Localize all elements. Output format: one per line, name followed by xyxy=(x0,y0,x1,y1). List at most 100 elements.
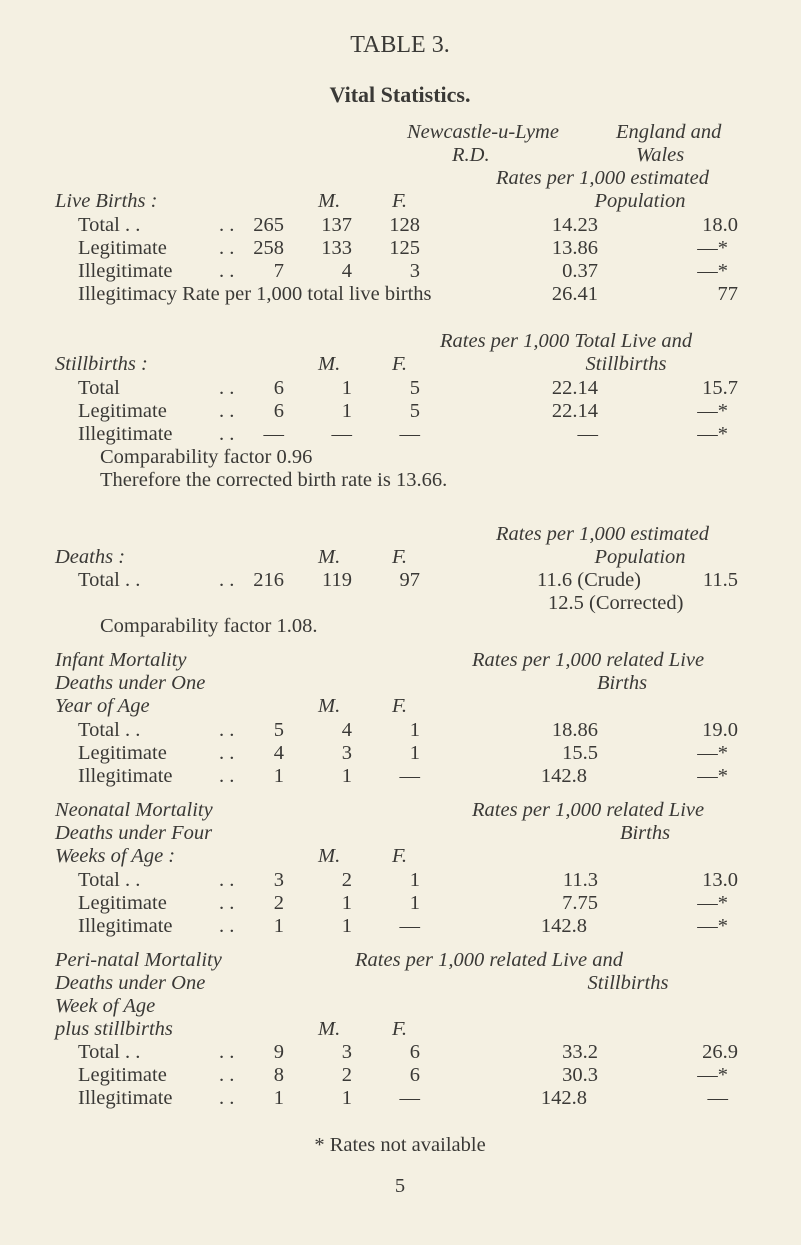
row-total: 1 xyxy=(273,1087,284,1109)
row-label: Total . . xyxy=(78,1041,141,1063)
leader-dots: . . xyxy=(219,423,235,445)
row-label: Total . . xyxy=(78,719,141,741)
row-england-wales: —* xyxy=(697,400,728,422)
row-total: — xyxy=(263,423,285,445)
rate-header-2: Births xyxy=(596,672,648,694)
leader-dots: . . xyxy=(219,569,235,591)
row-label: Legitimate xyxy=(78,237,167,259)
illegitimacy-label: Illegitimacy Rate per 1,000 total live b… xyxy=(78,283,432,305)
section-heading: Deaths under One xyxy=(55,972,206,994)
area1-header: Newcastle-u-Lyme xyxy=(407,121,559,143)
female-header: F. xyxy=(392,695,408,717)
row-total: 7 xyxy=(273,260,284,282)
leader-dots: . . xyxy=(219,214,235,236)
comparability-factor: Comparability factor 0.96 xyxy=(100,446,313,468)
row-total: 5 xyxy=(273,719,284,741)
page-number: 5 xyxy=(394,1175,406,1197)
section-heading: Year of Age xyxy=(55,695,150,717)
illegitimacy-rate: 26.41 xyxy=(551,283,598,305)
row-england-wales: —* xyxy=(697,1064,728,1086)
rate-header-2: Population xyxy=(594,546,686,568)
row-female: 5 xyxy=(409,377,420,399)
leader-dots: . . xyxy=(219,742,235,764)
row-label: Illegitimate xyxy=(78,423,173,445)
male-header: M. xyxy=(318,190,341,212)
section-heading: plus stillbirths xyxy=(55,1018,173,1040)
footnote: * Rates not available xyxy=(314,1134,486,1156)
row-england-wales: 26.9 xyxy=(702,1041,738,1063)
rate-header: Rates per 1,000 estimated xyxy=(496,167,709,189)
row-total: 6 xyxy=(273,400,284,422)
row-rate: 30.3 xyxy=(562,1064,598,1086)
row-england-wales: —* xyxy=(697,765,728,787)
row-rate: 142.8 xyxy=(540,915,587,937)
rate-header-2: Stillbirths xyxy=(585,353,667,375)
female-header: F. xyxy=(392,190,408,212)
row-male: 1 xyxy=(341,892,352,914)
table-number: TABLE 3. xyxy=(350,32,450,58)
row-rate: — xyxy=(577,423,599,445)
row-label: Total . . xyxy=(78,869,141,891)
row-label: Illegitimate xyxy=(78,1087,173,1109)
rate-header: Rates per 1,000 related Live and xyxy=(355,949,623,971)
row-england-wales: — xyxy=(707,1087,729,1109)
corrected-birth-rate: Therefore the corrected birth rate is 13… xyxy=(100,469,448,491)
leader-dots: . . xyxy=(219,400,235,422)
male-header: M. xyxy=(318,695,341,717)
rate-header: Rates per 1,000 Total Live and xyxy=(440,330,693,352)
row-total: 216 xyxy=(253,569,284,591)
leader-dots: . . xyxy=(219,1041,235,1063)
row-label: Illegitimate xyxy=(78,765,173,787)
row-england-wales: 19.0 xyxy=(702,719,738,741)
row-female: 125 xyxy=(389,237,420,259)
leader-dots: . . xyxy=(219,719,235,741)
rate-header: Rates per 1,000 related Live xyxy=(472,799,705,821)
rate-header-2: Births xyxy=(619,822,671,844)
row-male: 2 xyxy=(341,869,352,891)
row-england-wales: —* xyxy=(697,423,728,445)
row-female: — xyxy=(399,765,421,787)
row-label: Total xyxy=(78,377,120,399)
row-rate: 22.14 xyxy=(551,400,598,422)
leader-dots: . . xyxy=(219,892,235,914)
row-rate: 142.8 xyxy=(540,1087,587,1109)
row-total: 265 xyxy=(253,214,284,236)
row-label: Illegitimate xyxy=(78,915,173,937)
female-header: F. xyxy=(392,353,408,375)
row-label: Legitimate xyxy=(78,742,167,764)
row-male: 1 xyxy=(341,400,352,422)
male-header: M. xyxy=(318,1018,341,1040)
row-female: 6 xyxy=(409,1064,420,1086)
row-female: 5 xyxy=(409,400,420,422)
row-rate: 7.75 xyxy=(562,892,598,914)
row-female: 1 xyxy=(409,869,420,891)
section-heading: Weeks of Age : xyxy=(55,845,176,867)
male-header: M. xyxy=(318,353,341,375)
row-female: — xyxy=(399,915,421,937)
row-rate: 18.86 xyxy=(551,719,598,741)
row-male: 3 xyxy=(341,742,352,764)
row-male: 1 xyxy=(341,377,352,399)
row-label: Total . . xyxy=(78,214,141,236)
row-label: Legitimate xyxy=(78,892,167,914)
row-female: 1 xyxy=(409,892,420,914)
row-male: 1 xyxy=(341,765,352,787)
row-england-wales: —* xyxy=(697,260,728,282)
row-england-wales: 15.7 xyxy=(702,377,738,399)
row-female: — xyxy=(399,1087,421,1109)
section-heading: Deaths under Four xyxy=(55,822,213,844)
leader-dots: . . xyxy=(219,915,235,937)
row-male: 3 xyxy=(341,1041,352,1063)
row-england-wales: 11.5 xyxy=(702,569,738,591)
rate-header: Rates per 1,000 related Live xyxy=(472,649,705,671)
row-label: Total . . xyxy=(78,569,141,591)
row-england-wales: —* xyxy=(697,915,728,937)
row-male: 1 xyxy=(341,915,352,937)
row-total: 2 xyxy=(273,892,284,914)
row-female: 128 xyxy=(389,214,420,236)
area2-subheader: Wales xyxy=(636,144,685,166)
row-rate: 15.5 xyxy=(562,742,598,764)
row-male: 1 xyxy=(341,1087,352,1109)
leader-dots: . . xyxy=(219,1064,235,1086)
section-heading: Stillbirths : xyxy=(55,353,148,375)
